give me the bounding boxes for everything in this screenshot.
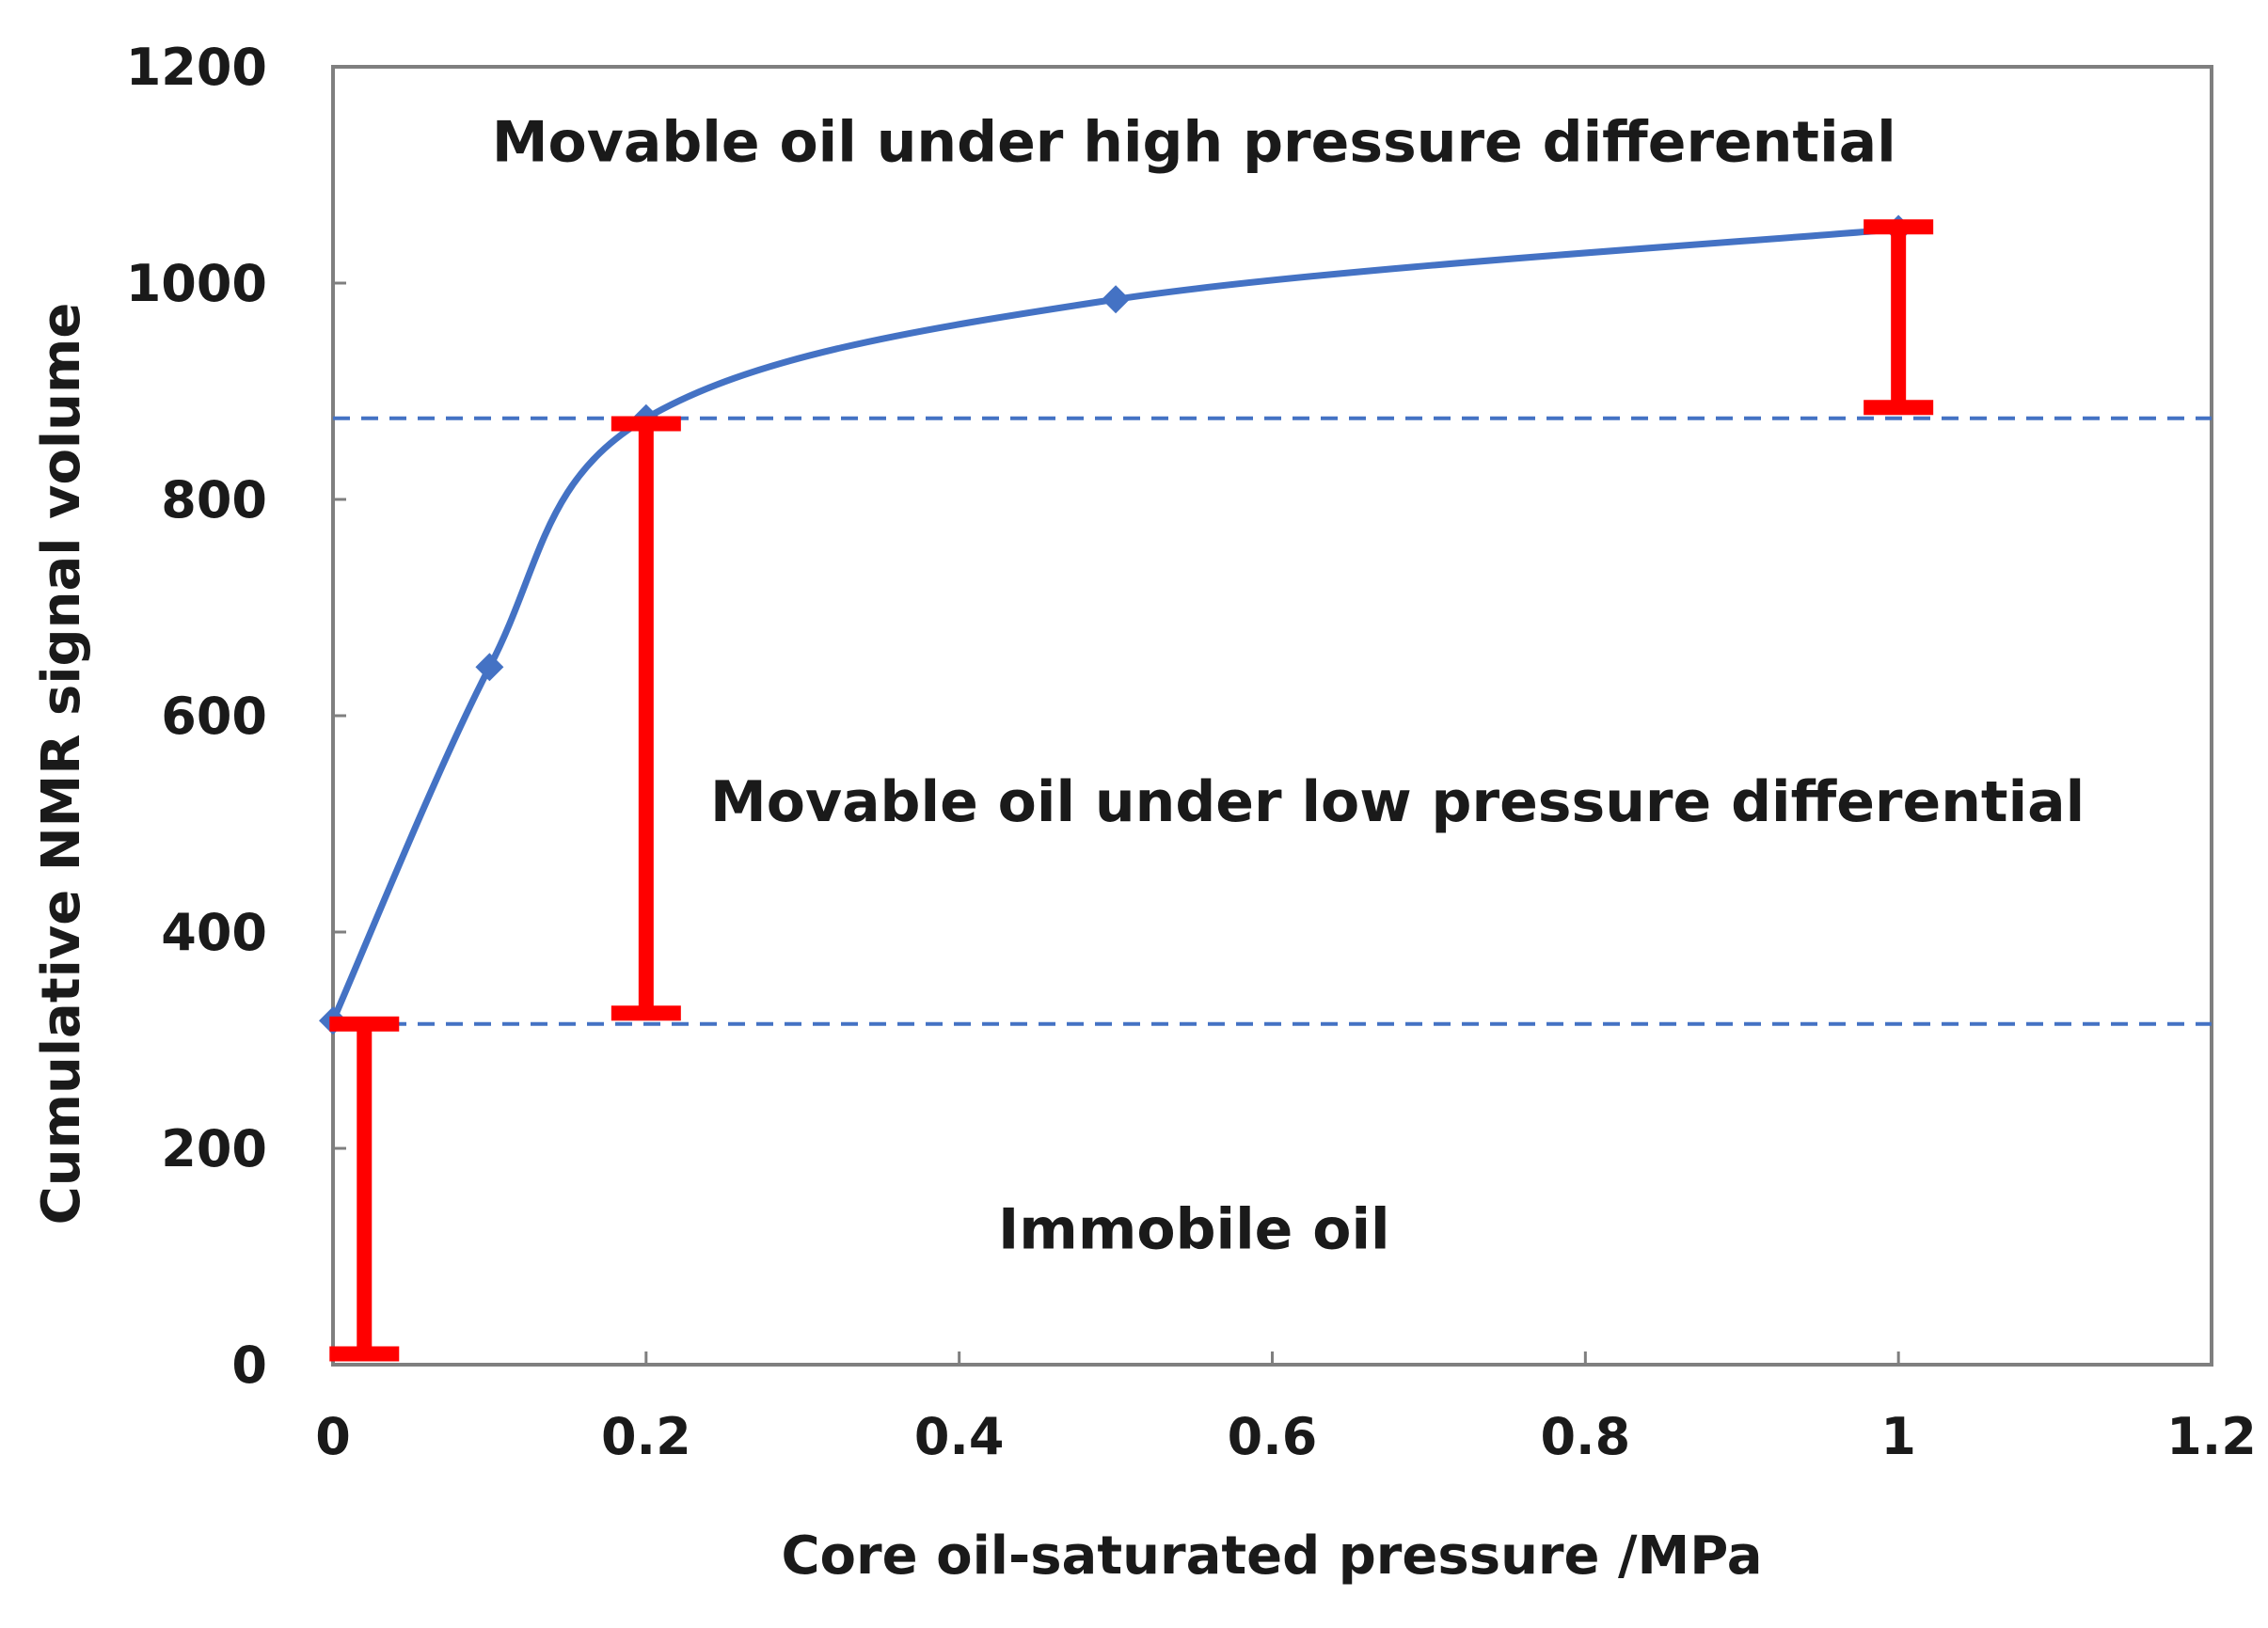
range-marker	[329, 1016, 400, 1362]
x-tick-label: 1	[1880, 1407, 1916, 1466]
x-axis: 0 0.2 0.4 0.6 0.8 1 1.2	[315, 1351, 2257, 1466]
data-point	[475, 653, 504, 682]
x-tick-label: 0	[315, 1407, 351, 1466]
y-tick-label: 0	[231, 1336, 267, 1395]
x-tick-label: 0.8	[1540, 1407, 1630, 1466]
region-label: Movable oil under high pressure differen…	[492, 110, 1896, 176]
y-tick-label: 800	[161, 470, 267, 529]
y-tick-label: 1000	[126, 254, 267, 313]
x-axis-title: Core oil-saturated pressure /MPa	[781, 1525, 1762, 1587]
y-tick-label: 400	[161, 903, 267, 962]
x-tick-label: 0.4	[914, 1407, 1005, 1466]
range-markers	[329, 219, 1934, 1362]
range-marker	[1864, 219, 1934, 416]
y-axis: 0 200 400 600 800 1000 1200	[126, 38, 346, 1395]
y-axis-title: Cumulative NMR signal volume	[31, 303, 92, 1225]
x-tick-label: 0.2	[601, 1407, 691, 1466]
y-tick-label: 200	[161, 1119, 267, 1178]
region-label: Immobile oil	[998, 1196, 1390, 1262]
annotations: Movable oil under high pressure differen…	[492, 110, 2085, 1263]
y-tick-label: 1200	[126, 38, 267, 97]
x-tick-label: 0.6	[1228, 1407, 1318, 1466]
range-marker	[611, 416, 681, 1021]
region-label: Movable oil under low pressure different…	[710, 769, 2085, 835]
y-tick-label: 600	[161, 687, 267, 746]
data-point	[1102, 285, 1131, 314]
plot-area	[331, 65, 2213, 1367]
x-tick-label: 1.2	[2166, 1407, 2257, 1466]
series-line	[329, 226, 1902, 1024]
